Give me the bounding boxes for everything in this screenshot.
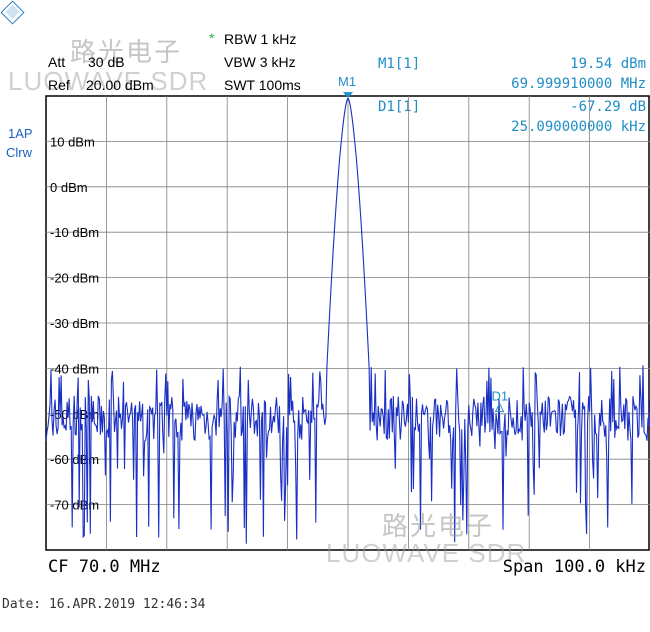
y-tick-label: 10 dBm bbox=[50, 134, 95, 149]
ref-value: 20.00 dBm bbox=[86, 77, 154, 93]
center-frequency: CF 70.0 MHz bbox=[48, 557, 161, 577]
marker-d1-tag: D1 bbox=[492, 389, 509, 404]
rbw-setting: RBW 1 kHz bbox=[224, 31, 297, 47]
swt-setting: SWT 100ms bbox=[224, 77, 301, 93]
watermark-en-bottom: LUOWAVE SDR bbox=[326, 538, 527, 568]
watermark-en-top: LUOWAVE SDR bbox=[8, 66, 209, 96]
y-tick-labels: 10 dBm 0 dBm -10 dBm -20 dBm -30 dBm -40 dBm -… bbox=[50, 134, 99, 512]
marker-m1-tag: M1 bbox=[338, 74, 356, 89]
att-label: Att bbox=[48, 54, 66, 70]
y-tick-label: 0 dBm bbox=[50, 180, 88, 195]
ref-label: Ref bbox=[48, 77, 70, 93]
y-tick-label: -10 dBm bbox=[50, 225, 99, 240]
vbw-setting: VBW 3 kHz bbox=[224, 54, 296, 70]
y-tick-label: -60 dBm bbox=[50, 452, 99, 467]
y-tick-label: -40 dBm bbox=[50, 361, 99, 376]
marker-d1-level: -67.29 dB bbox=[570, 99, 646, 115]
marker-d1-triangle bbox=[494, 402, 505, 413]
rbw-coupled-star: * bbox=[209, 30, 215, 46]
marker-m1-triangle bbox=[343, 92, 353, 99]
date-stamp: Date: 16.APR.2019 12:46:34 bbox=[2, 597, 206, 612]
trace-mode-clrw: Clrw bbox=[6, 145, 32, 160]
watermark-cn-top: 路光电子 bbox=[70, 38, 183, 68]
att-value: 30 dB bbox=[88, 54, 125, 70]
spectrum-trace bbox=[45, 96, 650, 544]
marker-m1-freq: 69.999910000 MHz bbox=[511, 76, 646, 92]
marker-symbols: M1 D1 bbox=[338, 74, 509, 413]
watermark-cn-bottom: 路光电子 bbox=[382, 512, 495, 542]
span-setting: Span 100.0 kHz bbox=[502, 557, 646, 577]
marker-d1-label: D1[1] bbox=[378, 99, 421, 115]
y-tick-label: -70 dBm bbox=[50, 498, 99, 513]
marker-m1-level: 19.54 dBm bbox=[570, 56, 646, 72]
marker-m1-label: M1[1] bbox=[378, 56, 421, 72]
y-tick-label: -20 dBm bbox=[50, 271, 99, 286]
trace-mode-detector: 1AP bbox=[8, 126, 33, 141]
marker-d1-freq: 25.090000000 kHz bbox=[511, 119, 646, 135]
y-tick-label: -30 dBm bbox=[50, 316, 99, 331]
spectrum-chart: 10 dBm 0 dBm -10 dBm -20 dBm -30 dBm -40 dBm -… bbox=[45, 74, 650, 551]
